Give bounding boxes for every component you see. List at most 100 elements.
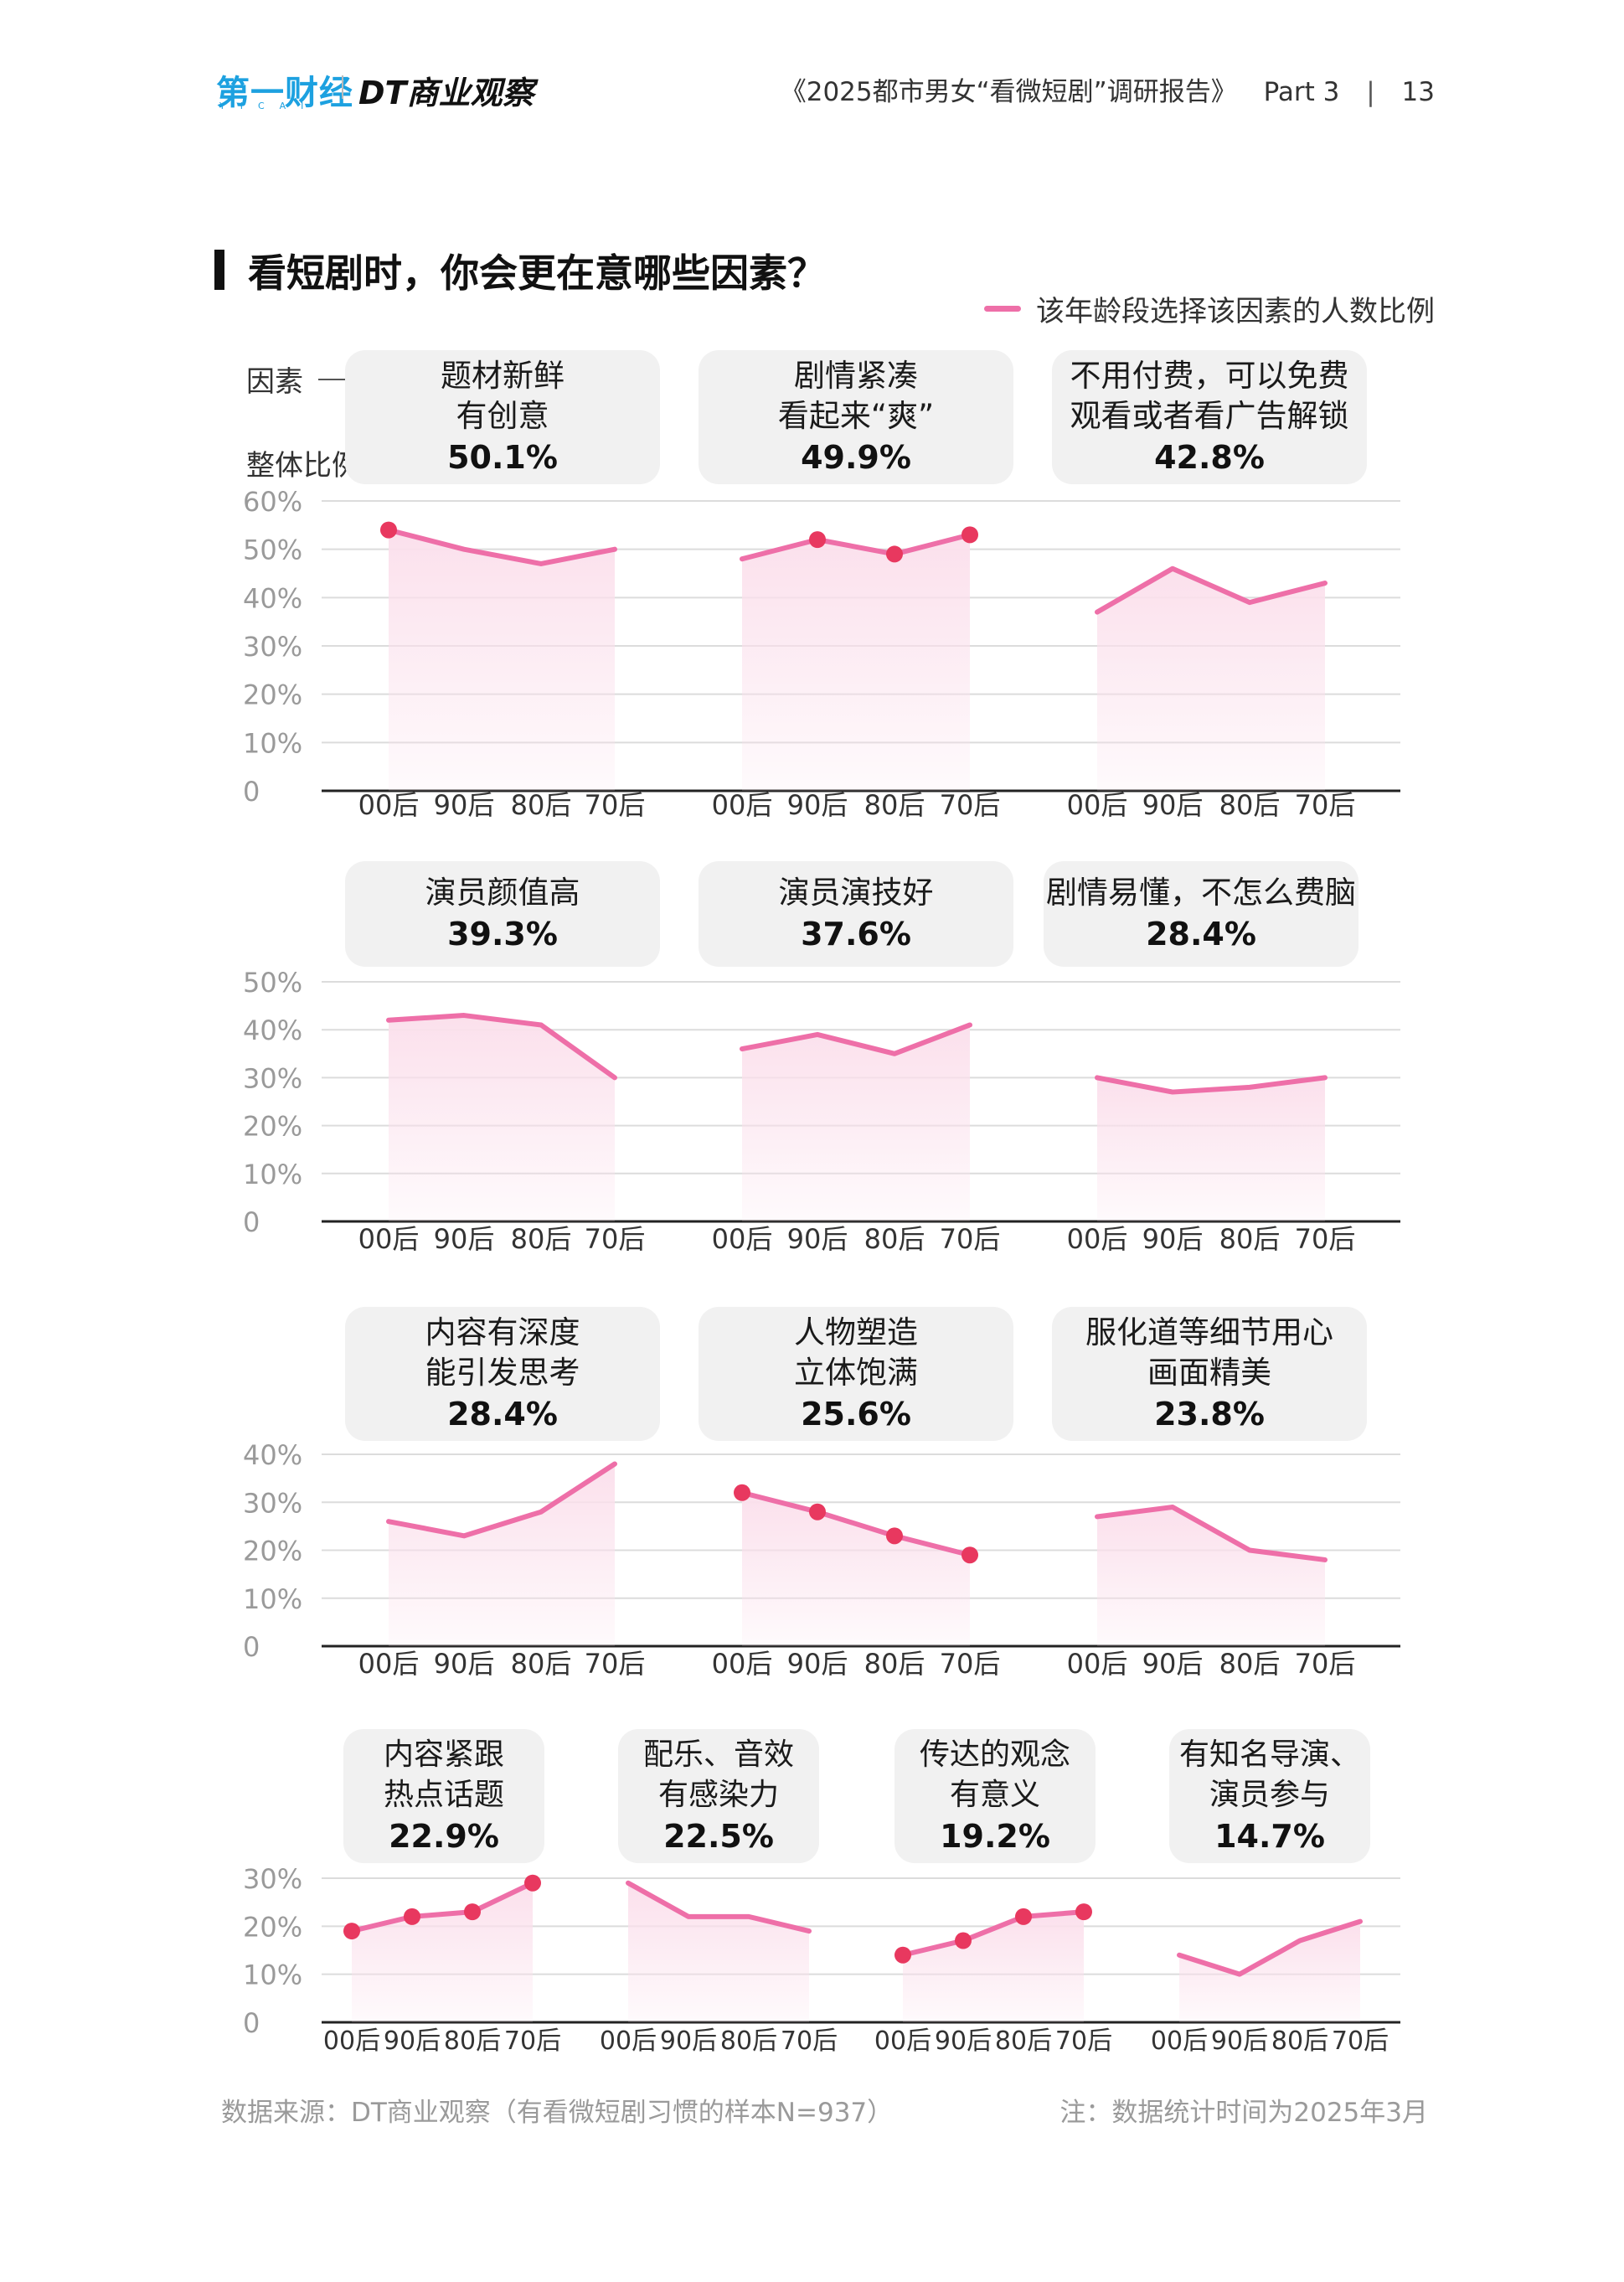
overall-percentage: 42.8% [1154, 439, 1265, 476]
x-tick-label: 80后 [511, 1223, 572, 1255]
y-tick-label: 0 [243, 1206, 260, 1238]
x-tick-label: 90后 [787, 789, 848, 821]
y-tick-label: 10% [243, 727, 302, 759]
x-tick-label: 80后 [444, 2026, 501, 2056]
overall-percentage: 14.7% [1214, 1818, 1325, 1855]
series-line [626, 1880, 812, 1934]
data-point-marker [894, 1946, 911, 1964]
data-point-marker [886, 1527, 903, 1545]
report-title: 《2025都市男女“看微短剧”调研报告》 [780, 77, 1237, 107]
factor-name: 热点话题 [383, 1778, 504, 1812]
data-source: 数据来源：DT商业观察（有看微短剧习惯的样本N=937） [221, 2098, 894, 2128]
yicai-logo-sub: YICAI [219, 101, 319, 111]
factor-card: 不用付费，可以免费 观看或者看广告解锁 42.8% [1052, 350, 1367, 484]
factor-card: 服化道等细节用心 画面精美 23.8% [1052, 1307, 1367, 1441]
series-line [349, 1880, 535, 1934]
legend-label: 该年龄段选择该因素的人数比例 [1036, 295, 1435, 328]
y-tick-label: 30% [243, 631, 302, 663]
x-tick-label: 90后 [434, 1648, 495, 1680]
series-line [740, 1022, 972, 1056]
x-tick-label: 70后 [940, 789, 1001, 821]
y-tick-label: 40% [243, 582, 302, 614]
chart-panel-1: 00后 90后 80后 70后 [358, 521, 645, 821]
factor-name: 看起来“爽” [777, 398, 935, 434]
series-line [386, 1013, 617, 1081]
x-tick-label: 90后 [1142, 1648, 1204, 1680]
factor-annotation: 因素 [246, 365, 303, 399]
y-tick-label: 20% [243, 679, 302, 711]
legend: 该年龄段选择该因素的人数比例 [984, 288, 1435, 329]
data-point-marker [1075, 1903, 1092, 1921]
factor-card: 人物塑造 立体饱满 25.6% [699, 1307, 1013, 1441]
data-point-marker [343, 1923, 360, 1940]
factor-card: 内容紧跟 热点话题 22.9% [343, 1729, 544, 1863]
x-tick-label: 00后 [1067, 789, 1128, 821]
series-area [628, 1882, 809, 2022]
factor-name: 题材新鲜 [441, 358, 565, 394]
chart-panel-2: 00后 90后 80后 70后 [712, 526, 1001, 821]
x-tick-label: 90后 [787, 1223, 848, 1255]
x-tick-label: 00后 [1067, 1648, 1128, 1680]
x-tick-label: 90后 [434, 1223, 495, 1255]
y-tick-label: 20% [243, 1111, 302, 1143]
chart-panel-10: 00后 90后 80后 70后 [323, 1874, 561, 2056]
factor-name: 有知名导演、 [1178, 1737, 1360, 1772]
x-tick-label: 90后 [1142, 1223, 1204, 1255]
x-tick-label: 00后 [323, 2026, 380, 2056]
data-point-marker [962, 526, 978, 544]
x-tick-label: 90后 [1142, 789, 1204, 821]
series-area [1097, 568, 1325, 791]
x-tick-label: 00后 [712, 1648, 773, 1680]
x-tick-label: 90后 [384, 2026, 441, 2056]
series-line [386, 527, 617, 566]
x-tick-label: 00后 [1067, 1223, 1128, 1255]
factor-name: 画面精美 [1147, 1355, 1271, 1391]
series-area [903, 1912, 1084, 2022]
x-tick-label: 00后 [358, 1648, 420, 1680]
factor-name: 传达的观念 [919, 1737, 1070, 1772]
factor-name: 观看或者看广告解锁 [1070, 398, 1349, 434]
page-number: 13 [1401, 77, 1435, 107]
factor-card: 剧情紧凑 看起来“爽” 49.9% [699, 350, 1013, 484]
x-tick-label: 00后 [358, 789, 420, 821]
yicai-logo: 第一财经 [216, 74, 353, 112]
y-tick-label: 10% [243, 1583, 302, 1615]
data-point-marker [464, 1903, 481, 1921]
y-tick-label: 30% [243, 1487, 302, 1519]
data-point-marker [886, 545, 903, 563]
factor-name: 人物塑造 [794, 1314, 918, 1350]
chart-panel-11: 00后 90后 80后 70后 [600, 1880, 838, 2056]
series-area [389, 1015, 615, 1221]
factor-name: 有意义 [949, 1778, 1040, 1812]
series-line [1095, 1075, 1328, 1095]
series-line [900, 1909, 1086, 1958]
overall-percentage: 37.6% [801, 916, 911, 953]
part-label: Part 3 [1263, 77, 1340, 107]
x-tick-label: 80后 [1219, 1648, 1281, 1680]
x-tick-label: 80后 [1271, 2026, 1328, 2056]
x-tick-label: 80后 [995, 2026, 1052, 2056]
chart-panel-6: 00后 90后 80后 70后 [1067, 1075, 1355, 1255]
series-line [1095, 565, 1328, 615]
data-note: 注：数据统计时间为2025年3月 [1059, 2098, 1428, 2128]
data-point-marker [524, 1874, 541, 1892]
chart-panel-12: 00后 90后 80后 70后 [874, 1903, 1112, 2056]
y-tick-label: 50% [243, 967, 302, 999]
series-area [389, 529, 615, 791]
data-point-marker [962, 1546, 978, 1564]
factor-name: 演员演技好 [778, 875, 934, 911]
x-tick-label: 80后 [511, 1648, 572, 1680]
factor-name: 内容有深度 [425, 1314, 580, 1350]
factor-card: 题材新鲜 有创意 50.1% [345, 350, 660, 484]
factor-name: 有感染力 [657, 1778, 779, 1812]
y-tick-label: 40% [243, 1015, 302, 1046]
chart-title: 看短剧时，你会更在意哪些因素？ [248, 250, 826, 296]
x-tick-label: 70后 [781, 2026, 838, 2056]
x-tick-label: 70后 [585, 1648, 646, 1680]
legend-line-swatch [984, 306, 1021, 312]
x-tick-label: 90后 [660, 2026, 717, 2056]
data-point-marker [734, 1484, 750, 1501]
x-tick-label: 70后 [1295, 789, 1356, 821]
